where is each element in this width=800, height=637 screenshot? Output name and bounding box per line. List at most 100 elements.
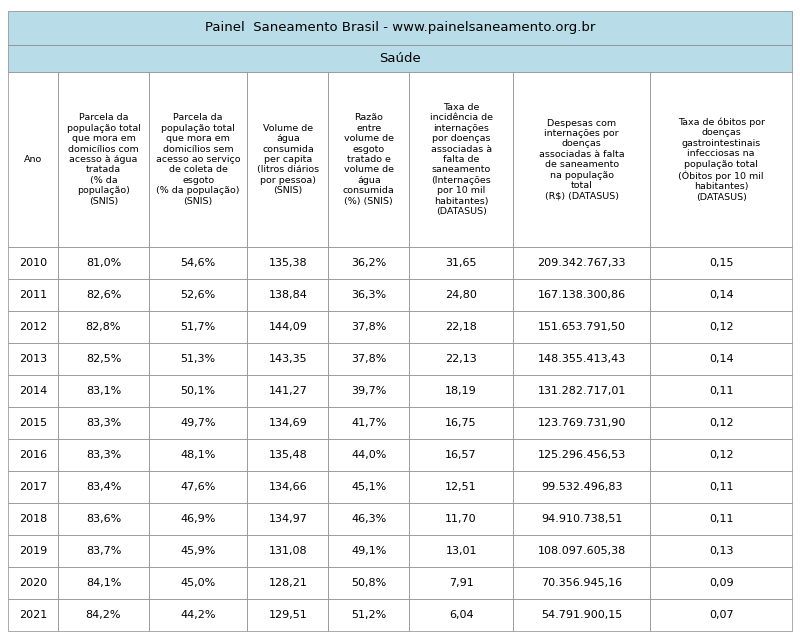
Bar	[328, 311, 410, 343]
Bar	[650, 439, 792, 471]
Bar	[58, 72, 149, 247]
Text: 128,21: 128,21	[269, 578, 307, 588]
Bar	[513, 471, 650, 503]
Bar	[650, 311, 792, 343]
Bar	[149, 375, 247, 407]
Text: 6,04: 6,04	[449, 610, 474, 620]
Text: Parcela da
população total
que mora em
domicílios com
acesso à água
tratada
(% d: Parcela da população total que mora em d…	[66, 113, 141, 206]
Text: 11,70: 11,70	[446, 514, 477, 524]
Bar	[8, 375, 58, 407]
Bar	[513, 439, 650, 471]
Text: 151.653.791,50: 151.653.791,50	[538, 322, 626, 332]
Text: 2016: 2016	[19, 450, 47, 460]
Text: 83,3%: 83,3%	[86, 418, 121, 428]
Bar	[650, 375, 792, 407]
Text: 125.296.456,53: 125.296.456,53	[538, 450, 626, 460]
Bar	[247, 279, 328, 311]
Bar	[58, 599, 149, 631]
Bar	[513, 407, 650, 439]
Bar	[328, 503, 410, 535]
Bar	[58, 407, 149, 439]
Bar	[149, 407, 247, 439]
Bar	[410, 535, 513, 567]
Bar	[650, 599, 792, 631]
Text: 44,2%: 44,2%	[180, 610, 216, 620]
Bar	[513, 599, 650, 631]
Bar	[410, 72, 513, 247]
Text: 99.532.496,83: 99.532.496,83	[541, 482, 622, 492]
Text: 0,11: 0,11	[709, 482, 734, 492]
Text: 2011: 2011	[19, 290, 47, 300]
Text: 7,91: 7,91	[449, 578, 474, 588]
Bar	[149, 471, 247, 503]
Text: 0,11: 0,11	[709, 514, 734, 524]
Text: 148.355.413,43: 148.355.413,43	[538, 354, 626, 364]
Bar	[8, 567, 58, 599]
Text: 134,69: 134,69	[269, 418, 307, 428]
Text: 82,5%: 82,5%	[86, 354, 121, 364]
Bar	[149, 503, 247, 535]
Text: 45,1%: 45,1%	[351, 482, 386, 492]
Text: Parcela da
população total
que mora em
domicílios sem
acesso ao serviço
de colet: Parcela da população total que mora em d…	[156, 113, 240, 206]
Text: 135,48: 135,48	[269, 450, 307, 460]
Bar	[410, 343, 513, 375]
Text: 83,6%: 83,6%	[86, 514, 121, 524]
Text: Ano: Ano	[24, 155, 42, 164]
Text: 83,7%: 83,7%	[86, 546, 121, 556]
Text: 18,19: 18,19	[446, 386, 477, 396]
Bar	[410, 503, 513, 535]
Bar	[328, 535, 410, 567]
Text: 129,51: 129,51	[269, 610, 307, 620]
Text: 2019: 2019	[19, 546, 47, 556]
Text: 84,2%: 84,2%	[86, 610, 122, 620]
Bar	[650, 503, 792, 535]
Text: 81,0%: 81,0%	[86, 258, 121, 268]
Bar	[513, 311, 650, 343]
Text: 141,27: 141,27	[269, 386, 307, 396]
Text: 144,09: 144,09	[269, 322, 307, 332]
Bar	[58, 535, 149, 567]
Bar	[410, 599, 513, 631]
Text: 0,09: 0,09	[709, 578, 734, 588]
Bar	[8, 247, 58, 279]
Bar	[328, 72, 410, 247]
Text: 44,0%: 44,0%	[351, 450, 386, 460]
Bar	[247, 439, 328, 471]
Bar	[410, 439, 513, 471]
Bar	[410, 247, 513, 279]
Text: 70.356.945,16: 70.356.945,16	[541, 578, 622, 588]
Text: 24,80: 24,80	[445, 290, 477, 300]
Bar	[410, 407, 513, 439]
Bar	[149, 535, 247, 567]
Bar	[247, 535, 328, 567]
Text: 83,1%: 83,1%	[86, 386, 121, 396]
Text: 37,8%: 37,8%	[351, 322, 386, 332]
Bar	[8, 439, 58, 471]
Text: 16,75: 16,75	[446, 418, 477, 428]
Text: 0,12: 0,12	[709, 418, 734, 428]
Bar	[8, 311, 58, 343]
Text: 0,11: 0,11	[709, 386, 734, 396]
Text: 49,7%: 49,7%	[180, 418, 216, 428]
Text: 16,57: 16,57	[446, 450, 477, 460]
Bar	[247, 567, 328, 599]
Bar	[328, 407, 410, 439]
Text: 36,3%: 36,3%	[351, 290, 386, 300]
Bar	[58, 311, 149, 343]
Bar	[328, 599, 410, 631]
Bar	[149, 599, 247, 631]
Text: 2021: 2021	[19, 610, 47, 620]
Bar	[328, 567, 410, 599]
Bar	[650, 567, 792, 599]
Bar	[513, 72, 650, 247]
Bar	[149, 72, 247, 247]
Bar	[650, 471, 792, 503]
Text: 0,15: 0,15	[709, 258, 734, 268]
Text: 0,12: 0,12	[709, 322, 734, 332]
Text: Taxa de óbitos por
doenças
gastrointestinais
infecciosas na
população total
(Óbi: Taxa de óbitos por doenças gastrointesti…	[678, 117, 765, 201]
Bar	[8, 279, 58, 311]
Bar	[328, 375, 410, 407]
Text: 46,3%: 46,3%	[351, 514, 386, 524]
Text: 12,51: 12,51	[446, 482, 477, 492]
Bar	[650, 343, 792, 375]
